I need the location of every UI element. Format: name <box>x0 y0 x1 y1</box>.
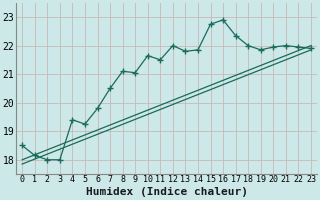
X-axis label: Humidex (Indice chaleur): Humidex (Indice chaleur) <box>85 187 248 197</box>
